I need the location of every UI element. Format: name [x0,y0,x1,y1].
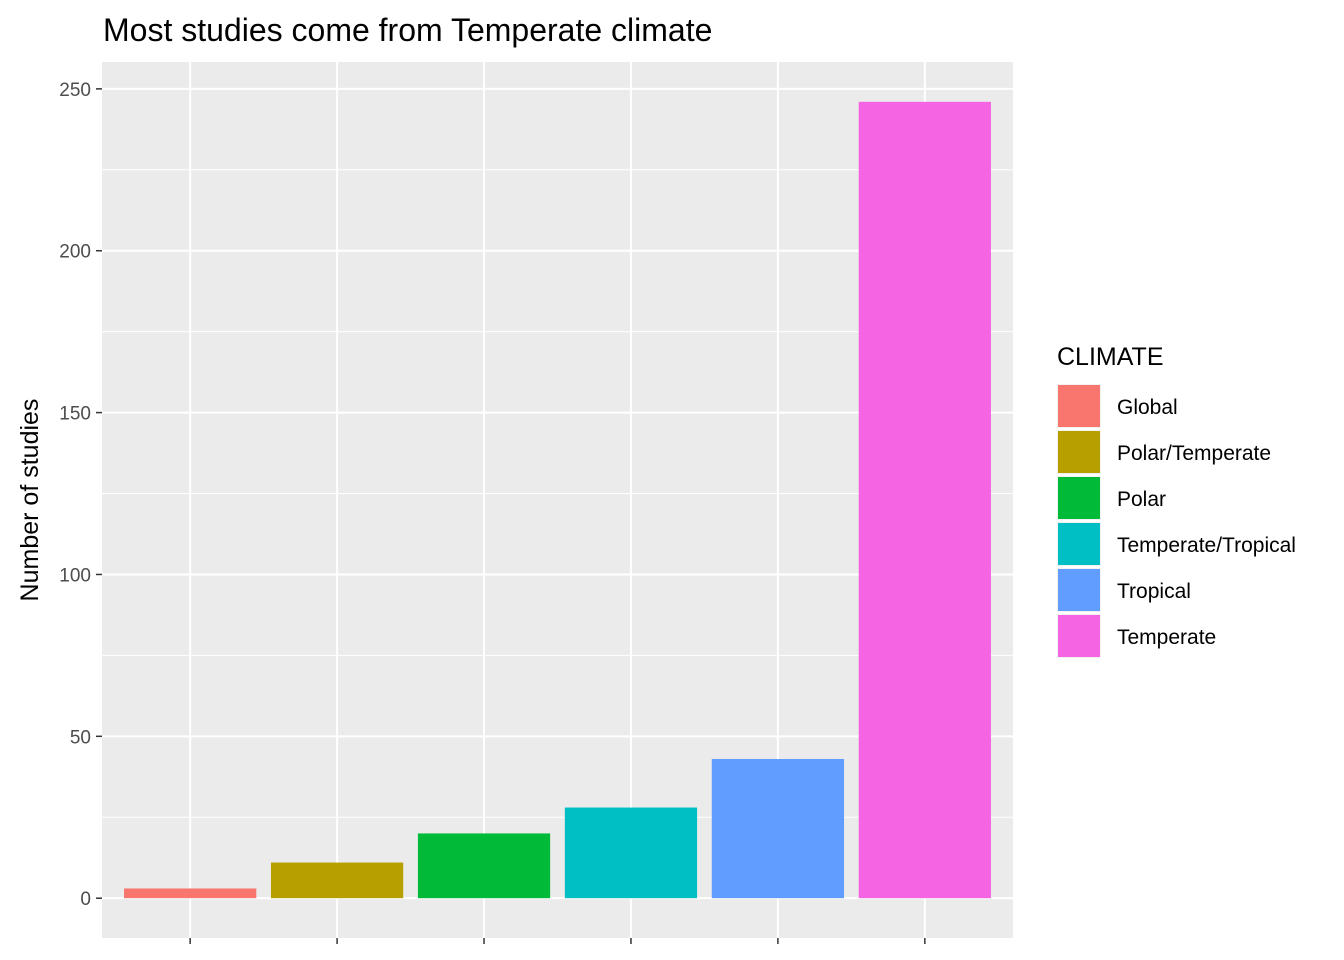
legend-label: Polar [1117,488,1166,511]
legend-label: Temperate/Tropical [1117,534,1296,557]
legend-title: CLIMATE [1057,343,1164,371]
legend-swatch [1058,477,1100,519]
legend-label: Global [1117,396,1178,419]
legend-swatch [1058,615,1100,657]
bar-temperate-tropical [564,807,698,899]
legend-swatch [1058,569,1100,611]
legend-swatch [1058,431,1100,473]
legend-swatch [1058,385,1100,427]
y-tick-label: 100 [59,565,91,586]
y-tick-label: 250 [59,80,91,101]
legend-swatch [1058,523,1100,565]
bar-polar-temperate [270,862,404,899]
legend-label: Polar/Temperate [1117,442,1271,465]
legend: CLIMATE Global Polar/Temperate Polar Temper… [1057,343,1296,658]
bars [124,101,991,899]
legend-label: Temperate [1117,626,1216,649]
bar-global [124,888,257,899]
y-axis: 0 50 100 150 200 250 [59,80,102,910]
bar-polar [417,833,551,899]
y-tick-label: 0 [80,889,91,910]
bar-tropical [711,758,845,899]
bar-temperate [858,101,991,899]
y-tick-label: 50 [70,727,91,748]
legend-label: Tropical [1117,580,1191,603]
chart-title: Most studies come from Temperate climate [103,12,712,48]
y-tick-label: 150 [59,404,91,425]
y-tick-label: 200 [59,242,91,263]
x-axis [189,938,926,944]
y-axis-title: Number of studies [16,399,44,602]
